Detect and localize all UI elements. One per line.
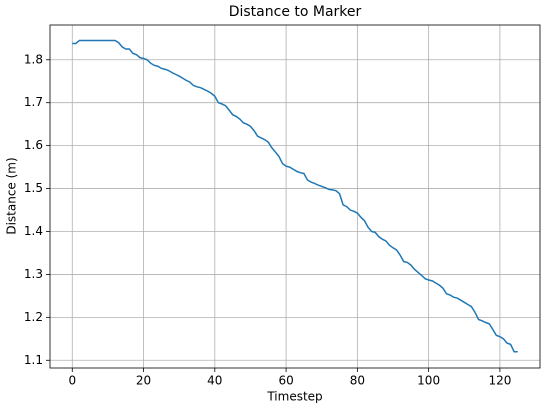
- x-tick-label: 0: [68, 374, 76, 388]
- y-axis-label: Distance (m): [5, 157, 19, 234]
- plot-frame: [49, 24, 541, 369]
- y-tick-label: 1.7: [24, 95, 43, 109]
- y-tick-label: 1.8: [24, 52, 43, 66]
- x-tick-label: 60: [278, 374, 293, 388]
- y-tick-label: 1.2: [24, 310, 43, 324]
- y-tick-label: 1.3: [24, 267, 43, 281]
- x-tick-label: 20: [136, 374, 151, 388]
- x-tick-label: 120: [488, 374, 511, 388]
- chart-title: Distance to Marker: [229, 4, 362, 20]
- data-line: [72, 39, 518, 353]
- y-tick-label: 1.5: [24, 181, 43, 195]
- x-tick-label: 80: [350, 374, 365, 388]
- x-axis-label: Timestep: [266, 390, 322, 404]
- y-tick-label: 1.1: [24, 353, 43, 367]
- x-tick-label: 40: [207, 374, 222, 388]
- x-tick-label: 100: [417, 374, 440, 388]
- y-tick-label: 1.6: [24, 138, 43, 152]
- y-tick-label: 1.4: [24, 224, 43, 238]
